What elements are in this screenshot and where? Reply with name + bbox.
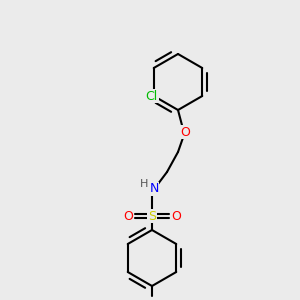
Text: O: O bbox=[171, 209, 181, 223]
Text: S: S bbox=[148, 209, 156, 223]
Text: H: H bbox=[140, 179, 148, 189]
Text: O: O bbox=[123, 209, 133, 223]
Text: Cl: Cl bbox=[146, 89, 158, 103]
Text: N: N bbox=[149, 182, 159, 196]
Text: O: O bbox=[180, 125, 190, 139]
